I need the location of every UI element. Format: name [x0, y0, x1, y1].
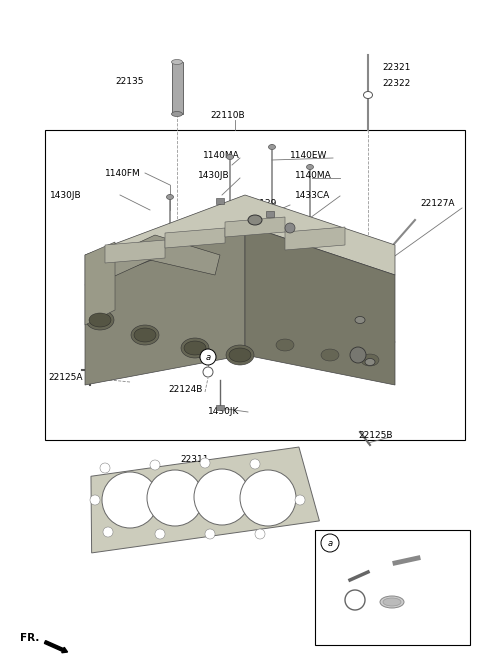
Circle shape [150, 460, 160, 470]
Text: 22127A: 22127A [420, 198, 455, 208]
Text: 22129: 22129 [248, 200, 276, 208]
Ellipse shape [307, 164, 313, 170]
Text: 22321: 22321 [382, 64, 410, 72]
Bar [315, 530, 470, 645]
Ellipse shape [227, 154, 233, 160]
Polygon shape [285, 227, 345, 250]
Ellipse shape [131, 325, 159, 345]
Text: 1601DG: 1601DG [348, 353, 385, 363]
Bar [172, 62, 183, 114]
Ellipse shape [181, 338, 209, 358]
Text: 1430JB: 1430JB [50, 191, 82, 200]
Circle shape [200, 349, 216, 365]
Circle shape [321, 534, 339, 552]
Circle shape [200, 458, 210, 468]
Ellipse shape [248, 215, 262, 225]
Circle shape [203, 367, 213, 377]
Circle shape [350, 347, 366, 363]
Ellipse shape [89, 313, 111, 327]
FancyArrow shape [44, 641, 68, 653]
Text: 22113A: 22113A [322, 593, 357, 602]
Bar [216, 198, 224, 204]
Circle shape [205, 529, 215, 539]
Text: 1433CA: 1433CA [295, 191, 330, 200]
Circle shape [100, 463, 110, 473]
Ellipse shape [171, 112, 182, 116]
Ellipse shape [86, 310, 114, 330]
Polygon shape [85, 195, 395, 285]
Ellipse shape [365, 359, 375, 365]
Text: 22125B: 22125B [358, 430, 393, 440]
Circle shape [350, 595, 360, 605]
Polygon shape [85, 242, 115, 325]
Text: 1430JB: 1430JB [198, 171, 229, 179]
Circle shape [295, 495, 305, 505]
Circle shape [285, 223, 295, 233]
Ellipse shape [171, 60, 182, 64]
Bar [45, 130, 465, 440]
Text: FR.: FR. [20, 633, 39, 643]
Ellipse shape [268, 145, 276, 150]
Ellipse shape [380, 596, 404, 608]
Text: 22114A: 22114A [332, 578, 367, 587]
Circle shape [102, 472, 158, 528]
Circle shape [147, 470, 203, 526]
Polygon shape [85, 225, 245, 385]
Text: a: a [205, 353, 211, 361]
Text: 22311: 22311 [180, 455, 208, 464]
Polygon shape [91, 447, 319, 553]
Ellipse shape [383, 598, 401, 606]
Text: a: a [327, 539, 333, 547]
Circle shape [155, 529, 165, 539]
Text: 1430JK: 1430JK [208, 407, 240, 417]
Polygon shape [225, 217, 285, 237]
Circle shape [194, 469, 250, 525]
Circle shape [90, 495, 100, 505]
Polygon shape [165, 228, 225, 248]
Ellipse shape [363, 91, 372, 99]
Text: 1140MA: 1140MA [203, 150, 240, 160]
Bar [216, 405, 224, 410]
Ellipse shape [361, 354, 379, 366]
Text: 22124B: 22124B [168, 386, 203, 394]
Ellipse shape [134, 328, 156, 342]
Ellipse shape [184, 341, 206, 355]
Ellipse shape [229, 348, 251, 362]
Ellipse shape [226, 345, 254, 365]
Circle shape [103, 527, 113, 537]
Text: 1140EW: 1140EW [290, 150, 327, 160]
Circle shape [345, 590, 365, 610]
Ellipse shape [355, 317, 365, 323]
Text: 22322: 22322 [382, 79, 410, 89]
Circle shape [255, 529, 265, 539]
Ellipse shape [321, 349, 339, 361]
Text: 22112A: 22112A [392, 614, 427, 622]
Ellipse shape [167, 194, 173, 200]
Text: 22110B: 22110B [210, 110, 245, 120]
Text: 22114A: 22114A [362, 560, 396, 570]
Ellipse shape [276, 339, 294, 351]
Polygon shape [105, 240, 165, 263]
Bar [266, 211, 274, 217]
Polygon shape [245, 225, 395, 385]
Text: 22125A: 22125A [48, 373, 83, 382]
Text: 1140MA: 1140MA [295, 171, 332, 181]
Circle shape [250, 459, 260, 469]
Text: 22135: 22135 [115, 78, 144, 87]
Circle shape [240, 470, 296, 526]
Text: 1601DG: 1601DG [340, 306, 377, 315]
Text: 1140FM: 1140FM [105, 168, 141, 177]
Text: 1573JM: 1573JM [358, 336, 391, 344]
Polygon shape [95, 235, 220, 285]
